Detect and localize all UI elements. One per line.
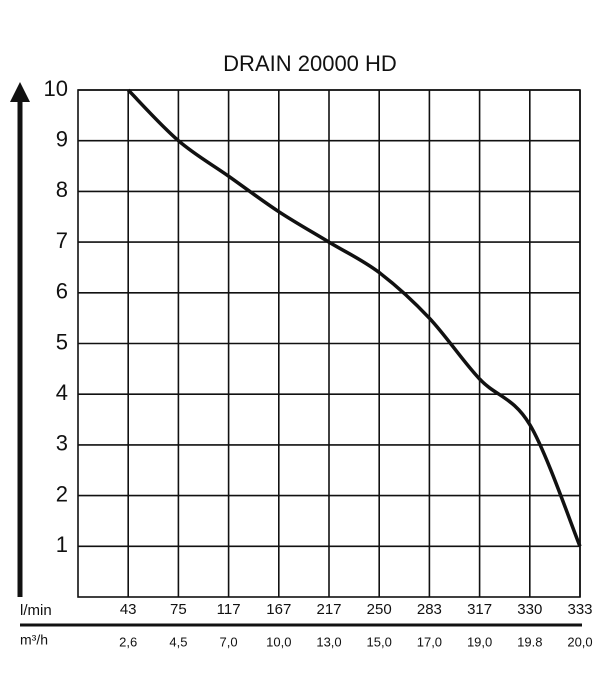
x2-tick-label: 2,6 [119,634,137,649]
x-tick-label: 75 [170,601,187,618]
x-tick-label: 117 [217,601,241,618]
x-tick-label: 43 [120,601,137,618]
x2-tick-label: 4,5 [169,634,187,649]
x2-tick-label: 10,0 [266,634,291,649]
x-tick-label: 167 [266,601,291,618]
y-tick-label: 10 [44,76,68,101]
arrow-head [10,82,30,102]
x-tick-label: 217 [316,601,341,618]
x-tick-label: 333 [567,601,592,618]
x2-tick-label: 19,0 [467,634,492,649]
x-tick-label: 283 [417,601,442,618]
x-tick-label: 330 [517,601,542,618]
y-tick-label: 5 [56,329,68,354]
y-tick-label: 8 [56,177,68,202]
pump-curve [126,88,582,547]
x2-tick-label: 7,0 [220,634,238,649]
y-tick-label: 1 [56,532,68,557]
y-tick-label: 6 [56,279,68,304]
y-tick-label: 9 [56,127,68,152]
x2-tick-label: 20,0 [567,634,592,649]
x2-tick-label: 19.8 [517,634,542,649]
y-tick-label: 4 [56,380,68,405]
y-tick-label: 3 [56,431,68,456]
y-tick-label: 7 [56,228,68,253]
x2-tick-label: 17,0 [417,634,442,649]
x-tick-label: 250 [367,601,392,618]
x2-axis-label: m³/h [20,632,48,648]
x2-tick-label: 13,0 [316,634,341,649]
chart-title: DRAIN 20000 HD [223,51,397,76]
x2-tick-label: 15,0 [367,634,392,649]
x-axis-label: l/min [20,602,52,619]
x-tick-label: 317 [467,601,492,618]
y-tick-label: 2 [56,481,68,506]
